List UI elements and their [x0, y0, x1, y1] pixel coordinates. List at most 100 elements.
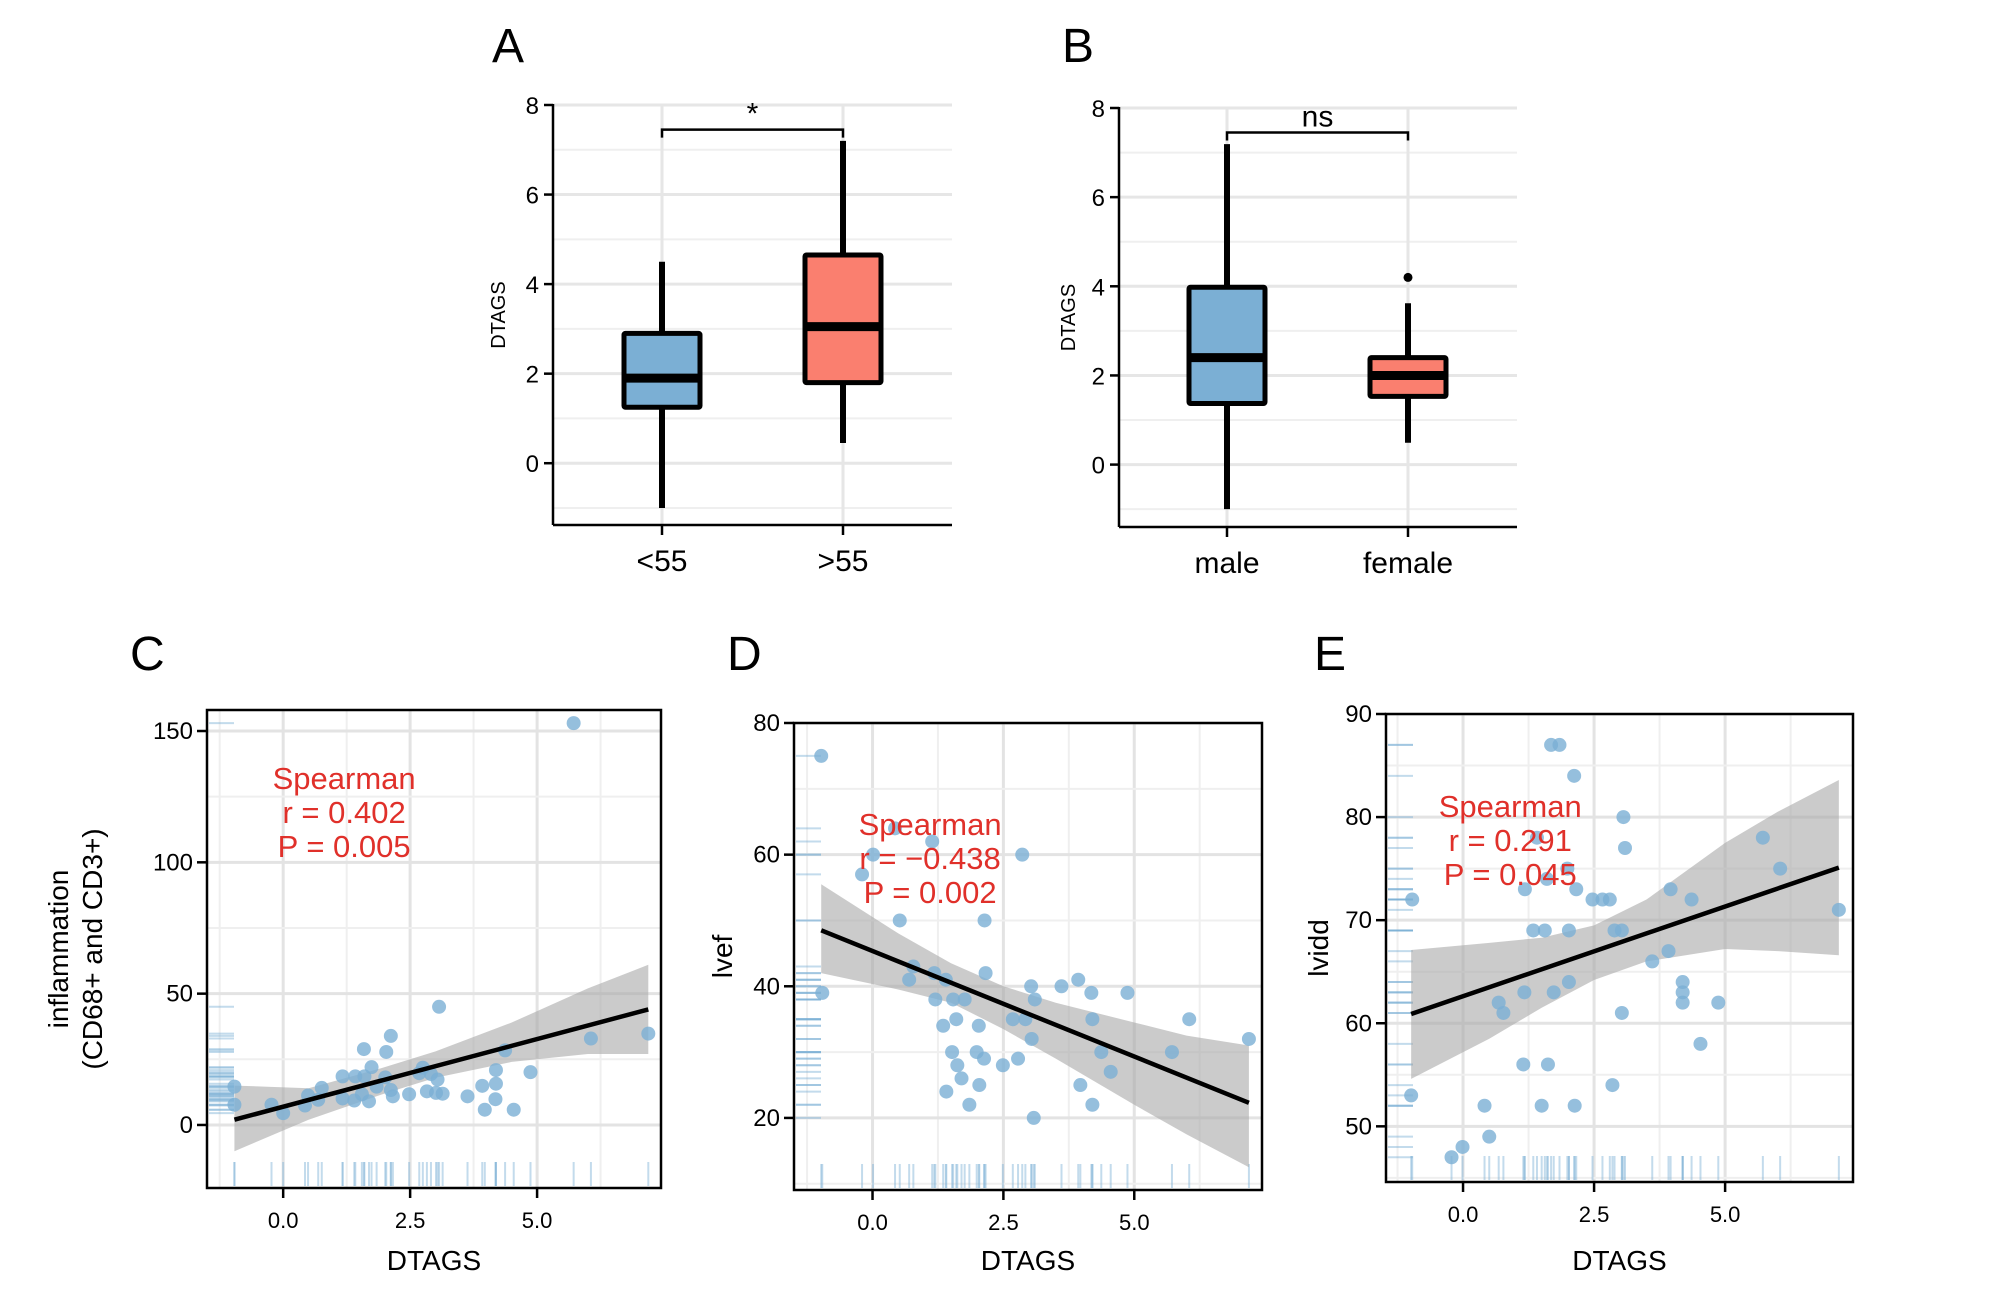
data-point	[1024, 979, 1039, 994]
rug-marks	[1388, 743, 1840, 1180]
box-iqr	[802, 252, 884, 386]
annotation-line: P = 0.045	[1444, 857, 1577, 892]
data-point	[1675, 975, 1690, 990]
data-point	[1517, 882, 1532, 897]
x-tick-label: 5.0	[1119, 1210, 1150, 1235]
data-point	[925, 834, 940, 849]
data-point	[1085, 1012, 1100, 1027]
y-tick-label: 0	[180, 1112, 193, 1139]
x-tick-label: 0.0	[268, 1208, 299, 1233]
data-point	[566, 716, 581, 731]
data-point	[1005, 1012, 1020, 1027]
data-point	[1516, 1057, 1531, 1072]
data-point	[506, 1102, 521, 1117]
significance-bracket	[660, 128, 845, 138]
data-point	[379, 1044, 394, 1059]
x-tick-label: 2.5	[395, 1208, 426, 1233]
y-tick-label: 0	[1092, 453, 1105, 480]
plot-frame	[792, 721, 1264, 1192]
data-point	[1026, 1110, 1041, 1125]
y-axis-title: lvef	[707, 934, 738, 978]
data-point	[1455, 1139, 1470, 1154]
data-point	[949, 1012, 964, 1027]
data-point	[1552, 737, 1567, 752]
plot-area	[207, 710, 661, 1188]
data-point	[1241, 1031, 1256, 1046]
data-point	[1561, 923, 1576, 938]
data-point	[977, 1051, 992, 1066]
data-point	[1084, 985, 1099, 1000]
data-point	[435, 1086, 450, 1101]
data-point	[1602, 892, 1617, 907]
data-point	[962, 1097, 977, 1112]
data-point	[1614, 1005, 1629, 1020]
x-tick-label: 0.0	[1448, 1202, 1479, 1227]
y-tick-label: 80	[753, 710, 780, 737]
plot-frame	[1384, 712, 1855, 1184]
plot-frame	[205, 708, 663, 1190]
data-point	[385, 1089, 400, 1104]
significance-label: ns	[1302, 101, 1334, 134]
data-point	[1534, 1098, 1549, 1113]
x-tick-label: 2.5	[988, 1210, 1019, 1235]
confidence-band	[234, 964, 649, 1152]
data-point	[335, 1069, 350, 1084]
data-point	[356, 1042, 371, 1057]
data-point	[945, 1045, 960, 1060]
data-point	[1164, 1045, 1179, 1060]
data-point	[335, 1091, 350, 1106]
data-point	[815, 985, 830, 1000]
data-point	[1405, 892, 1420, 907]
x-axis-title: DTAGS	[387, 1245, 481, 1276]
box-55	[802, 140, 884, 444]
data-point	[488, 1092, 503, 1107]
y-tick-label: 4	[1092, 274, 1105, 301]
annotation-line: Spearman	[273, 761, 416, 796]
data-point	[1585, 892, 1600, 907]
data-point	[432, 999, 447, 1014]
data-point	[641, 1026, 656, 1041]
x-category-label: male	[1194, 547, 1259, 580]
data-point	[1567, 768, 1582, 783]
data-point	[1526, 923, 1541, 938]
x-category-label: >55	[818, 545, 869, 578]
y-tick-label: 8	[526, 93, 539, 120]
y-axis-title: inflammation	[43, 870, 74, 1029]
annotation-line: r = 0.291	[1449, 823, 1572, 858]
data-point	[1569, 882, 1584, 897]
x-category-label: female	[1363, 547, 1453, 580]
y-tick-label: 60	[753, 842, 780, 869]
data-point	[1540, 1057, 1555, 1072]
data-point	[1477, 1098, 1492, 1113]
data-point	[314, 1080, 329, 1095]
data-point	[902, 972, 917, 987]
scatter-panel-inflammation: Spearman r = 0.402 P = 0.005 0.0 2.5 5.0 0 50…	[43, 708, 663, 1276]
data-point	[1614, 923, 1629, 938]
y-tick-label: 4	[526, 272, 539, 299]
data-point	[1015, 847, 1030, 862]
y-tick-label: 150	[153, 718, 193, 745]
y-tick-label: 70	[1345, 907, 1372, 934]
regression-line	[1410, 865, 1840, 1017]
x-axis-title: DTAGS	[1572, 1245, 1666, 1276]
data-point	[523, 1065, 538, 1080]
data-point	[227, 1097, 242, 1112]
data-point	[1071, 972, 1086, 987]
data-point	[928, 992, 943, 1007]
y-tick-label: 20	[753, 1105, 780, 1132]
regression-line	[820, 928, 1250, 1105]
data-point	[1755, 830, 1770, 845]
data-point	[1539, 871, 1554, 886]
y-tick-label: 60	[1345, 1010, 1372, 1037]
data-point	[1616, 810, 1631, 825]
data-point	[1496, 1005, 1511, 1020]
data-point	[1011, 1051, 1026, 1066]
data-point	[357, 1069, 372, 1084]
data-point	[488, 1076, 503, 1091]
box-female	[1367, 272, 1449, 443]
data-point	[1546, 985, 1561, 1000]
data-point	[855, 867, 870, 882]
plot-area	[794, 723, 1262, 1190]
